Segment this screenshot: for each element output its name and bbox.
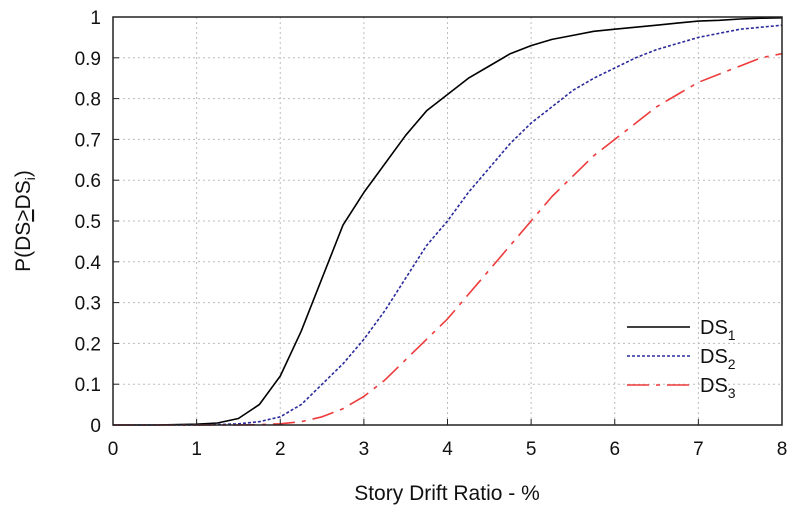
y-tick-label: 1 [90, 8, 101, 29]
series-lines [113, 17, 783, 426]
legend: DS1 DS2 DS3 [627, 317, 736, 401]
y-axis-title-subscript: i [22, 177, 38, 180]
y-tick-label: 0.8 [75, 90, 101, 111]
y-tick-label: 0.5 [75, 212, 101, 233]
x-tick-label: 1 [191, 439, 202, 460]
series-line-ds3 [113, 52, 783, 426]
series-line-ds2 [113, 24, 783, 426]
y-axis-title: P(DS>DSi) [12, 170, 38, 272]
y-tick-label: 0.1 [75, 375, 101, 396]
y-tick-label: 0.3 [75, 294, 101, 315]
legend-label-ds3: DS3 [700, 375, 736, 401]
x-tick-label: 0 [108, 439, 119, 460]
y-tick-label: 0.4 [75, 253, 102, 274]
x-tick-label: 7 [693, 439, 704, 460]
y-tick-label: 0.6 [75, 171, 101, 192]
axis-ticks: 0 1 2 3 4 5 6 7 8 0 0.1 0.2 0.3 0.4 0.5 0.6 0.7 0.8 0.9 1 [75, 8, 788, 460]
x-axis-title: Story Drift Ratio - % [354, 482, 540, 505]
x-tick-label: 4 [442, 439, 453, 460]
x-tick-label: 2 [275, 439, 286, 460]
legend-label-ds1: DS1 [700, 317, 736, 343]
legend-label-ds2: DS2 [700, 346, 736, 372]
svg-text:P(DS>DSi): P(DS>DSi) [12, 170, 38, 272]
series-line-ds1 [113, 17, 783, 426]
x-tick-label: 3 [359, 439, 370, 460]
x-tick-label: 5 [526, 439, 537, 460]
grid [113, 17, 782, 425]
y-tick-label: 0.7 [75, 130, 101, 151]
x-tick-label: 6 [609, 439, 620, 460]
y-tick-label: 0 [90, 416, 101, 437]
x-tick-label: 8 [777, 439, 788, 460]
y-tick-label: 0.2 [75, 334, 101, 355]
y-tick-label: 0.9 [75, 49, 101, 70]
